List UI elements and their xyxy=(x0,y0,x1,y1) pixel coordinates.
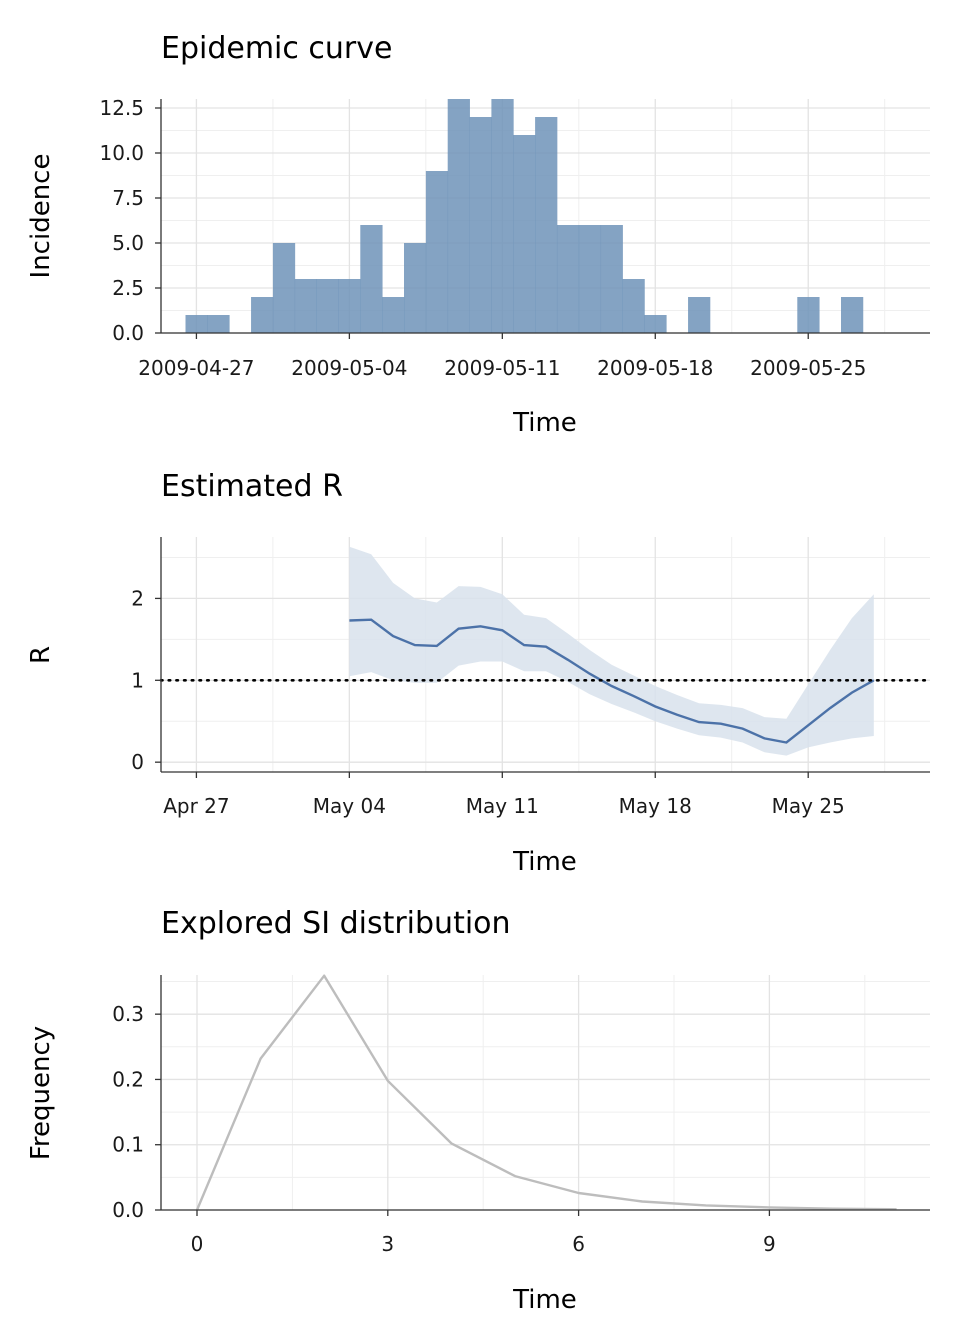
incidence-bar xyxy=(535,117,558,333)
si-distribution-x-ticks: 0 3 6 9 xyxy=(191,1210,776,1256)
incidence-bar xyxy=(797,297,820,333)
si-distribution-panel: Explored SI distribution 0.0 0.1 0.2 0.3 0 3… xyxy=(26,906,930,1315)
epidemic-curve-y-ticks: 0.0 2.5 5.0 7.5 10.0 12.5 xyxy=(99,96,161,345)
si-x-tick-label: 6 xyxy=(572,1232,585,1256)
si-x-tick-label: 0 xyxy=(191,1232,204,1256)
r-y-tick-label: 2 xyxy=(131,586,144,610)
incidence-bar xyxy=(294,279,317,333)
epidemic-y-tick-label: 2.5 xyxy=(112,276,144,300)
r-y-tick-label: 0 xyxy=(131,750,144,774)
incidence-bar xyxy=(207,315,230,333)
incidence-bar xyxy=(644,315,667,333)
epidemic-x-tick-label: 2009-04-27 xyxy=(138,356,254,380)
r-x-tick-label: May 18 xyxy=(619,794,692,818)
incidence-bar xyxy=(513,135,536,333)
estimated-r-title: Estimated R xyxy=(161,469,343,504)
si-y-tick-label: 0.1 xyxy=(112,1133,144,1157)
estimated-r-x-ticks: Apr 27 May 04 May 11 May 18 May 25 xyxy=(163,772,845,818)
si-x-tick-label: 9 xyxy=(763,1232,776,1256)
si-y-tick-label: 0.0 xyxy=(112,1198,144,1222)
epidemic-x-tick-label: 2009-05-11 xyxy=(444,356,560,380)
epidemic-curve-title: Epidemic curve xyxy=(161,31,392,66)
incidence-bar xyxy=(491,99,514,333)
r-x-tick-label: May 11 xyxy=(466,794,539,818)
incidence-bar xyxy=(382,297,405,333)
incidence-bar xyxy=(688,297,711,333)
r-mean-line xyxy=(349,618,875,744)
epidemic-x-tick-label: 2009-05-04 xyxy=(291,356,407,380)
si-distribution-grid xyxy=(161,975,930,1211)
si-distribution-y-ticks: 0.0 0.1 0.2 0.3 xyxy=(112,1002,161,1222)
estimated-r-panel: Estimated R 0 1 2 Apr 27 May 04 May 11 May 18… xyxy=(26,469,932,877)
r-confidence-ribbon xyxy=(349,546,874,756)
epidemic-curve-y-label: Incidence xyxy=(26,154,56,279)
epidemic-y-tick-label: 12.5 xyxy=(99,96,144,120)
epidemic-curve-bars xyxy=(185,99,864,333)
incidence-bar xyxy=(841,297,864,333)
incidence-bar xyxy=(404,243,427,333)
epidemic-curve-panel: Epidemic curve 0.0 2.5 5.0 7.5 10.0 12.5 2009… xyxy=(26,31,930,438)
r-x-tick-label: Apr 27 xyxy=(163,794,229,818)
incidence-bar xyxy=(316,279,339,333)
incidence-bar xyxy=(360,225,383,333)
incidence-bar xyxy=(447,99,470,333)
estimated-r-x-label: Time xyxy=(512,847,577,877)
epidemic-y-tick-label: 5.0 xyxy=(112,231,144,255)
epidemic-y-tick-label: 0.0 xyxy=(112,321,144,345)
incidence-bar xyxy=(338,279,361,333)
epidemic-x-tick-label: 2009-05-18 xyxy=(597,356,713,380)
epidemic-curve-x-ticks: 2009-04-27 2009-05-04 2009-05-11 2009-05-18… xyxy=(138,333,866,380)
incidence-bar xyxy=(469,117,492,333)
si-y-tick-label: 0.3 xyxy=(112,1002,144,1026)
epidemic-x-tick-label: 2009-05-25 xyxy=(750,356,866,380)
r-x-tick-label: May 25 xyxy=(772,794,845,818)
incidence-bar xyxy=(578,225,602,333)
incidence-bar xyxy=(622,279,645,333)
incidence-bar xyxy=(185,315,208,333)
si-distribution-line xyxy=(195,974,897,1211)
estimated-r-y-label: R xyxy=(26,646,56,664)
incidence-bar xyxy=(272,243,296,333)
epidemic-y-tick-label: 7.5 xyxy=(112,186,144,210)
estimated-r-y-ticks: 0 1 2 xyxy=(131,586,161,774)
si-distribution-y-label: Frequency xyxy=(26,1026,56,1160)
epidemic-y-tick-label: 10.0 xyxy=(99,141,144,165)
r-y-tick-label: 1 xyxy=(131,668,144,692)
epidemic-curve-x-label: Time xyxy=(512,408,577,438)
incidence-bar xyxy=(425,171,449,333)
incidence-bar xyxy=(600,225,623,333)
si-distribution-x-label: Time xyxy=(512,1285,577,1315)
si-y-tick-label: 0.2 xyxy=(112,1067,144,1091)
incidence-bar xyxy=(251,297,274,333)
si-distribution-title: Explored SI distribution xyxy=(161,906,511,941)
si-x-tick-label: 3 xyxy=(381,1232,394,1256)
r-x-tick-label: May 04 xyxy=(313,794,386,818)
incidence-bar xyxy=(556,225,580,333)
